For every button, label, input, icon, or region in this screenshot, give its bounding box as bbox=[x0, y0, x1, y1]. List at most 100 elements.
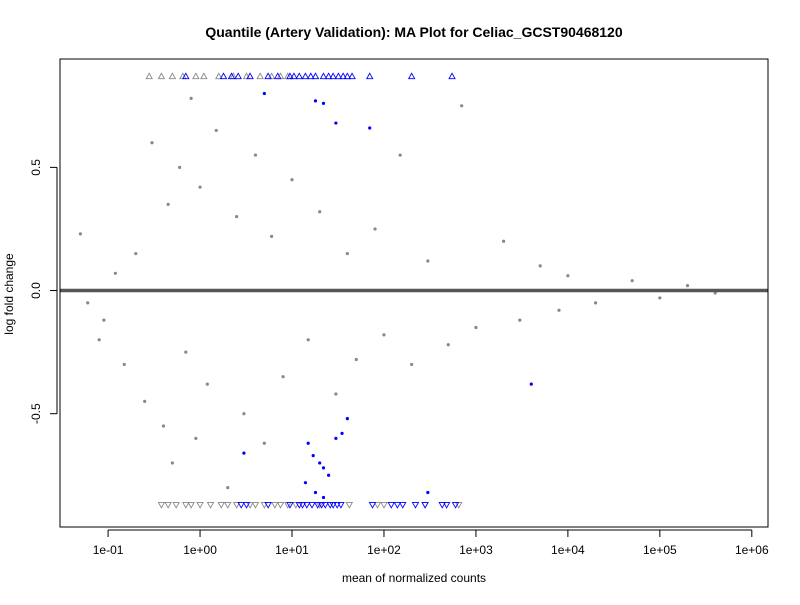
significant-point bbox=[313, 99, 318, 103]
clipped-down-marker bbox=[380, 501, 388, 509]
gene-point bbox=[345, 251, 349, 256]
gene-point bbox=[134, 251, 138, 256]
significant-point bbox=[368, 126, 372, 130]
clipped-up-significant-marker bbox=[290, 72, 298, 80]
clipped-down-significant-marker bbox=[242, 501, 251, 509]
clipped-up-significant-marker bbox=[227, 72, 236, 80]
y-tick-label: -0.5 bbox=[29, 403, 43, 424]
clipped-up-significant-marker bbox=[182, 72, 190, 80]
significant-point bbox=[242, 451, 246, 455]
clipped-up-significant-marker bbox=[324, 72, 333, 80]
x-tick-label: 1e+06 bbox=[735, 543, 769, 557]
gene-point bbox=[474, 325, 478, 330]
gene-point bbox=[566, 274, 570, 278]
clipped-up-significant-marker bbox=[365, 72, 374, 80]
significant-point bbox=[326, 473, 331, 477]
gene-point bbox=[538, 264, 542, 268]
gene-point bbox=[334, 392, 338, 396]
x-axis: 1e-01 1e+00 1e+01 1e+02 1e+03 1e+04 1e+05 1e+06 bbox=[93, 529, 769, 557]
gene-point bbox=[86, 301, 90, 305]
clipped-down-significant-marker bbox=[286, 501, 294, 509]
significant-point bbox=[313, 490, 318, 495]
y-axis-label: log fold change bbox=[2, 253, 16, 335]
clipped-up-significant-marker bbox=[319, 72, 328, 80]
clipped-down-marker bbox=[276, 501, 285, 509]
gene-point bbox=[373, 227, 377, 231]
significant-point bbox=[340, 431, 344, 435]
x-tick-label: 1e+03 bbox=[459, 543, 493, 557]
gene-point bbox=[161, 424, 166, 428]
significant-point bbox=[334, 436, 338, 440]
clipped-down-marker bbox=[157, 501, 166, 509]
significant-point bbox=[426, 490, 430, 495]
gene-point bbox=[460, 104, 464, 108]
significant-point bbox=[334, 121, 338, 125]
clipped-down-significant-marker bbox=[398, 501, 407, 509]
y-tick-label: 0.5 bbox=[29, 159, 43, 176]
clipped-down-significant-marker bbox=[411, 501, 420, 509]
x-tick-label: 1e+04 bbox=[551, 543, 585, 557]
significant-point bbox=[321, 101, 326, 105]
gene-point bbox=[410, 362, 414, 367]
clipped-down-significant-marker bbox=[387, 501, 396, 509]
gene-point bbox=[97, 338, 101, 342]
gene-point bbox=[685, 284, 690, 288]
clipped-up-marker bbox=[200, 72, 208, 80]
clipped-up-marker bbox=[157, 72, 166, 80]
chart-title: Quantile (Artery Validation): MA Plot fo… bbox=[205, 24, 622, 40]
clipped-down-significant-marker bbox=[321, 501, 330, 509]
clipped-up-significant-marker bbox=[348, 72, 356, 80]
x-tick-label: 1e+01 bbox=[275, 543, 309, 557]
gene-point bbox=[235, 215, 239, 219]
gene-point bbox=[143, 399, 147, 403]
clipped-up-marker bbox=[242, 72, 251, 80]
clipped-down-marker bbox=[271, 501, 279, 509]
gene-point bbox=[198, 185, 202, 189]
clipped-down-marker bbox=[217, 501, 226, 509]
gene-point bbox=[170, 461, 174, 465]
clipped-up-marker bbox=[145, 72, 153, 80]
clipped-down-marker bbox=[246, 501, 254, 509]
significant-point bbox=[306, 441, 310, 445]
clipped-down-significant-marker bbox=[317, 501, 326, 509]
clipped-up-significant-marker bbox=[264, 72, 272, 80]
clipped-up-significant-marker bbox=[219, 72, 228, 80]
clipped-down-marker bbox=[232, 501, 241, 509]
clipped-down-significant-marker bbox=[313, 501, 322, 509]
clipped-down-significant-marker bbox=[442, 501, 451, 509]
clipped-up-significant-marker bbox=[311, 72, 320, 80]
gene-point bbox=[446, 343, 450, 347]
points-layer bbox=[78, 72, 717, 509]
clipped-down-marker bbox=[187, 501, 195, 509]
x-tick-label: 1e-01 bbox=[93, 543, 124, 557]
clipped-up-marker bbox=[192, 72, 200, 80]
clipped-up-significant-marker bbox=[334, 72, 343, 80]
significant-point bbox=[321, 495, 326, 500]
clipped-down-marker bbox=[260, 501, 269, 509]
gene-point bbox=[113, 271, 117, 275]
clipped-up-significant-marker bbox=[295, 72, 304, 80]
gene-point bbox=[166, 202, 170, 206]
clipped-down-significant-marker bbox=[333, 501, 341, 509]
clipped-down-significant-marker bbox=[308, 501, 316, 509]
gene-point bbox=[398, 153, 402, 157]
gene-point bbox=[78, 232, 83, 236]
x-tick-label: 1e+02 bbox=[367, 543, 401, 557]
y-tick-label: 0.0 bbox=[29, 282, 43, 299]
gene-point bbox=[150, 141, 154, 145]
gene-point bbox=[189, 96, 193, 101]
gene-point bbox=[354, 357, 358, 362]
clipped-down-marker bbox=[373, 501, 382, 509]
clipped-down-significant-marker bbox=[393, 501, 402, 509]
gene-point bbox=[270, 234, 274, 238]
clipped-down-marker bbox=[172, 501, 180, 509]
clipped-up-marker bbox=[215, 72, 223, 80]
significant-point bbox=[262, 91, 266, 96]
clipped-down-significant-marker bbox=[303, 501, 311, 509]
gene-point bbox=[194, 436, 198, 440]
gene-point bbox=[205, 382, 209, 386]
x-axis-label: mean of normalized counts bbox=[342, 571, 486, 585]
significant-point bbox=[345, 417, 349, 421]
